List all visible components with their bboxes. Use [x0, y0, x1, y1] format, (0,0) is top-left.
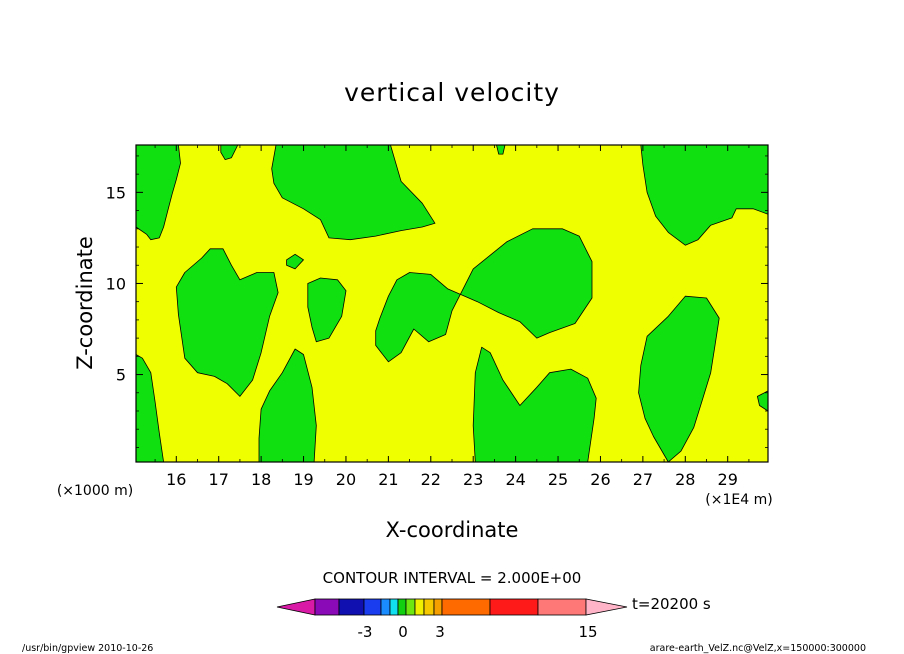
contour-region-small-blob — [307, 277, 347, 343]
colorbar-label-0: 0 — [398, 623, 408, 641]
contour-region-top-right — [640, 144, 769, 246]
footer-left-text: /usr/bin/gpview 2010-10-26 — [22, 643, 153, 654]
contour-regions — [135, 144, 769, 463]
x-tick-label: 28 — [675, 470, 695, 489]
plot-area: 16 17 18 19 20 21 22 23 24 25 26 27 28 29 5 10 15 — [106, 144, 769, 489]
contour-region-center-lower — [472, 346, 597, 463]
colorbar-segment — [414, 598, 425, 616]
x-tick-label: 17 — [209, 470, 229, 489]
footer-right-text: arare-earth_VelZ.nc@VelZ,x=150000:300000 — [650, 643, 866, 654]
colorbar-extend-low — [276, 598, 316, 616]
contour-region-center — [375, 228, 593, 363]
colorbar-segment — [397, 598, 407, 616]
x-tick-label: 16 — [166, 470, 186, 489]
colorbar-segment — [380, 598, 391, 616]
x-ticks: 16 17 18 19 20 21 22 23 24 25 26 27 28 29 — [154, 145, 750, 489]
x-tick-label: 20 — [336, 470, 356, 489]
contour-region-bottom-left-small — [258, 348, 317, 463]
colorbar-extend-high — [585, 598, 628, 616]
x-tick-label: 24 — [505, 470, 525, 489]
colorbar-segment — [433, 598, 443, 616]
colorbar-segment — [314, 598, 340, 616]
x-tick-label: 18 — [251, 470, 271, 489]
x-tick-label: 29 — [718, 470, 738, 489]
contour-interval-label: CONTOUR INTERVAL = 2.000E+00 — [323, 569, 582, 587]
y-tick-label: 10 — [106, 274, 126, 293]
contour-region-right-blob — [638, 295, 720, 463]
contour-region-tiny-blob — [286, 253, 304, 270]
x-tick-label: 23 — [463, 470, 483, 489]
colorbar-segment — [537, 598, 587, 616]
contour-region-left-middle — [175, 248, 279, 397]
x-unit-label: (×1E4 m) — [705, 492, 772, 508]
colorbar-label-15: 15 — [578, 623, 597, 641]
x-tick-label: 25 — [548, 470, 568, 489]
colorbar-segment — [363, 598, 382, 616]
colorbar-segment — [389, 598, 399, 616]
time-label: t=20200 s — [632, 595, 711, 613]
colorbar-segment — [423, 598, 435, 616]
contour-region-top-left — [135, 144, 181, 241]
chart-title: vertical velocity — [344, 78, 560, 107]
colorbar-labels: -3 0 3 15 — [358, 623, 598, 641]
contour-region-top-center — [271, 144, 436, 241]
colorbar — [276, 598, 628, 616]
y-tick-label: 15 — [106, 183, 126, 202]
x-tick-label: 21 — [378, 470, 398, 489]
y-unit-label: (×1000 m) — [57, 483, 133, 499]
colorbar-segment — [489, 598, 539, 616]
x-tick-label: 26 — [590, 470, 610, 489]
y-axis-label: Z-coordinate — [73, 236, 97, 370]
colorbar-segment — [405, 598, 416, 616]
colorbar-segment — [338, 598, 365, 616]
colorbar-label-3: 3 — [435, 623, 445, 641]
x-tick-label: 22 — [421, 470, 441, 489]
y-tick-label: 5 — [116, 366, 126, 385]
colorbar-label-minus3: -3 — [358, 623, 373, 641]
colorbar-segment — [441, 598, 491, 616]
x-axis-label: X-coordinate — [386, 518, 519, 542]
y-ticks: 5 10 15 — [106, 155, 768, 448]
x-tick-label: 19 — [293, 470, 313, 489]
x-tick-label: 27 — [633, 470, 653, 489]
